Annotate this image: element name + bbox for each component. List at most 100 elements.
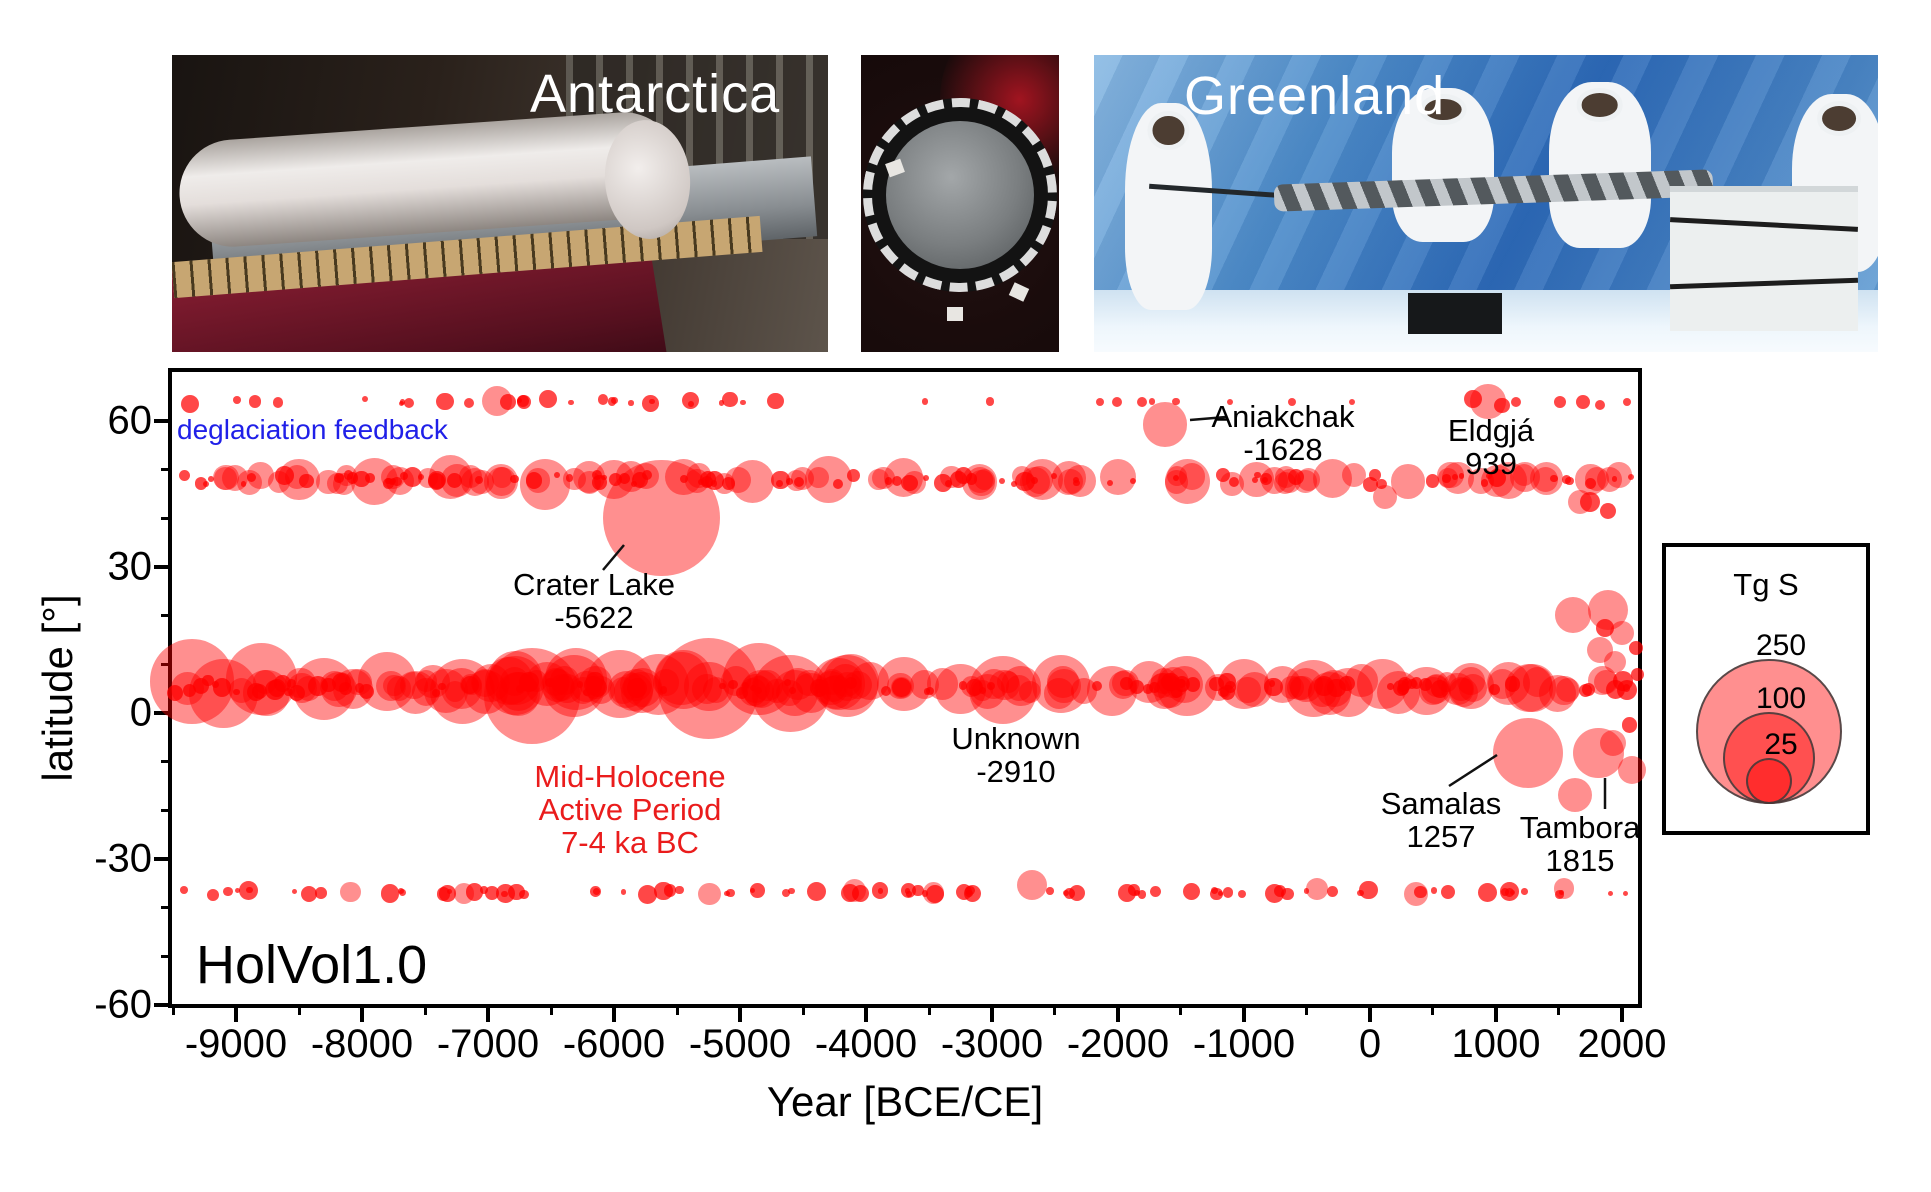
eruption-bubble-tropics-5N bbox=[1504, 676, 1521, 692]
eruption-bubble-nh-extratropics-48N bbox=[1341, 463, 1366, 488]
x-axis-major-tick bbox=[360, 1006, 365, 1022]
eruption-bubble-nh-extratropics-48N bbox=[1611, 476, 1618, 482]
eruption-bubble-nh-extratropics-48N bbox=[965, 472, 978, 485]
eruption-bubble-tropics-mid-holocene-active bbox=[485, 656, 545, 715]
eruption-bubble-tropics-5N-med bbox=[1146, 673, 1183, 710]
eruption-bubble-tropics-mid-holocene-active bbox=[524, 662, 569, 706]
eruption-bubble-tropics-5N bbox=[1143, 684, 1153, 694]
eruption-label-line: Crater Lake bbox=[513, 567, 675, 602]
eruption-bubble-large-nh-extratropical bbox=[519, 459, 570, 510]
eruption-bubble-nh-extratropics-48N bbox=[891, 476, 902, 487]
eruption-bubble-nh-extratropics-48N bbox=[365, 473, 376, 483]
eruption-bubble-nh-extratropics-48N bbox=[600, 474, 607, 481]
eruption-bubble-tropics-5N bbox=[171, 672, 204, 705]
eruption-bubble bbox=[1111, 396, 1122, 407]
eruption-bubble-large-nh-extratropical bbox=[664, 458, 702, 496]
eruption-bubble-tropics-5N bbox=[843, 670, 872, 700]
x-axis-minor-tick bbox=[1053, 1006, 1057, 1015]
eruption-bubble bbox=[1494, 397, 1510, 414]
eruption-bubble-nh-extratropics-48N bbox=[1487, 468, 1507, 488]
eruption-label-crater-lake: Crater Lake -5622 bbox=[513, 568, 675, 634]
eruption-bubble-nh-extratropics-48N bbox=[565, 474, 574, 482]
eruption-bubble-nh-extratropics-48N bbox=[1050, 473, 1057, 480]
eruption-bubble-iceland-64N bbox=[568, 399, 574, 405]
eruption-bubble-nh-extratropics-48N bbox=[884, 477, 893, 485]
person-head bbox=[1419, 93, 1467, 126]
x-axis-tick-label: -2000 bbox=[1066, 1022, 1170, 1066]
ring-tab bbox=[947, 307, 963, 321]
eruption-bubble-tropics-5N bbox=[736, 686, 749, 699]
eruption-bubble-large-tropical bbox=[935, 663, 986, 714]
eruption-bubble-tropics-5N-med bbox=[1509, 664, 1557, 712]
eruption-bubble-tropics-mid-holocene-active bbox=[610, 677, 637, 704]
eruption-bubble-tropics-5N-med bbox=[1538, 674, 1576, 712]
eruption-bubble-tropics-5N-med bbox=[1308, 672, 1351, 716]
y-axis-title: latitude [°] bbox=[34, 594, 81, 782]
eruption-bubble-nh-extratropics-48N-med bbox=[1058, 469, 1083, 494]
eruption-bubble-large-nh-extratropical bbox=[1312, 458, 1352, 499]
eruption-bubble-nh-extratropics-48N bbox=[475, 475, 484, 485]
eruption-bubble-nh-extratropics-48N bbox=[999, 477, 1006, 484]
x-axis-tick-label: -4000 bbox=[814, 1022, 918, 1066]
eruption-bubble-tropics-5N bbox=[549, 674, 576, 701]
eruption-bubble-tropics-5N-med bbox=[1166, 665, 1204, 703]
eruption-bubble-iceland-64N bbox=[722, 391, 738, 408]
x-axis-tick-label: 2000 bbox=[1577, 1022, 1667, 1066]
eruption-bubble-nh-extratropics-48N bbox=[697, 478, 705, 486]
person-head bbox=[1816, 100, 1861, 136]
eruption-bubble-sh-extratropics-37S bbox=[1622, 891, 1629, 897]
eruption-bubble bbox=[1603, 650, 1626, 673]
eruption-bubble-large-tropical bbox=[1157, 656, 1218, 717]
y-axis-tick-label: -30 bbox=[94, 836, 152, 881]
eruption-bubble-nh-extratropics-48N bbox=[333, 473, 344, 483]
x-axis-major-tick bbox=[990, 1006, 994, 1022]
eruption-bubble-sh-extratropics-37S bbox=[292, 889, 298, 895]
eruption-bubble-nh-extratropics-48N-med bbox=[469, 470, 494, 495]
eruption-bubble bbox=[1016, 869, 1047, 900]
x-axis-major-tick bbox=[1115, 1006, 1120, 1022]
eruption-bubble-tropics-5N-med bbox=[621, 671, 663, 714]
eruption-bubble-tropics-5N bbox=[1410, 677, 1423, 689]
eruption-bubble bbox=[1553, 395, 1566, 408]
eruption-bubble-large-tropical bbox=[1284, 660, 1342, 718]
eruption-bubble-sh-extratropics-37S bbox=[223, 886, 233, 897]
eruption-bubble-samalas bbox=[1493, 717, 1564, 788]
y-axis-minor-tick bbox=[161, 906, 170, 910]
eruption-label-aniakchak: Aniakchak -1628 bbox=[1211, 400, 1354, 466]
x-axis-major-tick bbox=[612, 1006, 616, 1022]
eruption-bubble-tropics-mid-holocene-active bbox=[741, 669, 781, 709]
eruption-bubble-nh-extratropics-48N bbox=[786, 470, 807, 491]
eruption-bubble bbox=[1617, 680, 1637, 701]
eruption-bubble-tropics-5N bbox=[228, 678, 254, 704]
eruption-label-eldgj-: Eldgjá 939 bbox=[1448, 414, 1534, 480]
eruption-bubble-sh-extratropics-37S bbox=[479, 886, 488, 894]
eruption-bubble-tropics-5N bbox=[545, 677, 555, 687]
eruption-bubble-nh-extratropics-48N bbox=[1215, 468, 1230, 483]
eruption-bubble-tambora bbox=[1573, 727, 1624, 779]
eruption-bubble-tropics-5N bbox=[383, 675, 405, 697]
eruption-bubble-nh-extratropics-48N bbox=[392, 476, 403, 487]
eruption-bubble-aniakchak bbox=[1142, 402, 1187, 447]
eruption-bubble-sh-extratropics-37S-med bbox=[453, 883, 474, 904]
eruption-bubble-tropics-5N bbox=[287, 678, 297, 688]
eruption-bubble-sh-extratropics-37S bbox=[1477, 883, 1497, 903]
eruption-bubble-sh-extratropics-37S bbox=[300, 885, 317, 903]
note-mid-holocene-line1: Mid-Holocene bbox=[534, 759, 726, 794]
eruption-bubble-tropics-5N bbox=[926, 668, 959, 700]
eruption-bubble-nh-extratropics-48N bbox=[178, 469, 191, 482]
eruption-bubble-tropics-5N bbox=[416, 665, 450, 699]
eruption-bubble-large-nh-extratropical bbox=[1099, 458, 1137, 496]
eruption-bubble-sh-extratropics-37S-med bbox=[697, 882, 721, 906]
eruption-bubble-eldgj- bbox=[1470, 383, 1507, 420]
eruption-bubble-nh-extratropics-48N bbox=[1425, 474, 1440, 488]
eruption-bubble-large-tropical bbox=[816, 655, 878, 718]
eruption-bubble-nh-extratropics-48N bbox=[793, 476, 804, 487]
eruption-bubble-tropics-5N bbox=[1218, 686, 1229, 698]
eruption-bubble-tropics-5N-med bbox=[321, 671, 357, 707]
x-axis-major-tick bbox=[234, 1006, 239, 1022]
eruption-bubble bbox=[238, 880, 259, 901]
size-legend-circle-25 bbox=[1746, 758, 1792, 804]
eruption-label-unknown: Unknown -2910 bbox=[951, 722, 1080, 788]
eruption-bubble-tropics-5N-med bbox=[1324, 668, 1374, 718]
